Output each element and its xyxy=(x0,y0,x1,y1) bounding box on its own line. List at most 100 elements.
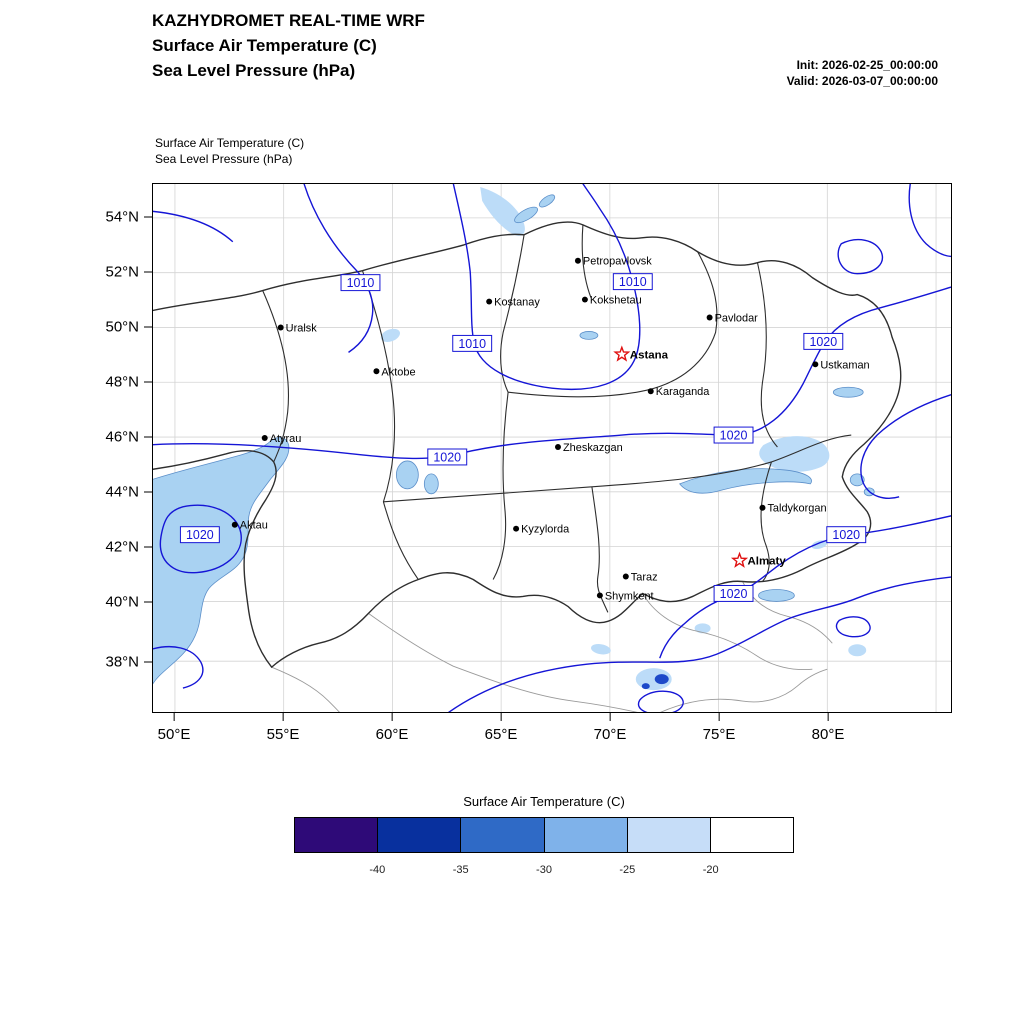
y-tick: 52°N xyxy=(105,264,152,281)
caspian-sea xyxy=(153,437,290,685)
city-dot-icon xyxy=(647,388,654,395)
city-label: Petropavlovsk xyxy=(583,256,652,268)
temp-shade-patch xyxy=(811,540,828,550)
y-tick-mark xyxy=(144,326,152,328)
x-tick-mark xyxy=(173,713,175,721)
city-dot-icon xyxy=(486,298,493,305)
x-tick: 75°E xyxy=(702,713,736,743)
city-dot-icon xyxy=(513,525,520,532)
city-dot-icon xyxy=(373,368,380,375)
isobar xyxy=(452,184,641,390)
y-tick-mark xyxy=(144,381,152,383)
x-tick: 65°E xyxy=(485,713,517,743)
oblast-border xyxy=(262,290,289,463)
y-tick-label: 54°N xyxy=(105,208,139,226)
city-dot-icon xyxy=(581,296,588,303)
isobar-label: 1020 xyxy=(809,335,837,349)
city-label: Kostanay xyxy=(494,297,540,309)
city-label: Astana xyxy=(630,349,669,361)
city-dot-icon xyxy=(277,324,284,331)
isobar xyxy=(159,504,242,574)
city-label: Zheskazgan xyxy=(563,442,623,454)
temp-shade-cold-core xyxy=(654,674,669,685)
y-tick-mark xyxy=(144,601,152,603)
colorbar-segment xyxy=(378,818,462,852)
x-tick-label: 75°E xyxy=(702,726,736,743)
temp-shade-patch xyxy=(848,644,867,657)
isobar-label-box xyxy=(713,426,754,444)
isobar-label: 1010 xyxy=(347,276,375,290)
lake-zaysan xyxy=(832,386,864,398)
plot-captions: Surface Air Temperature (C) Sea Level Pr… xyxy=(155,135,304,167)
y-axis: 54°N 52°N 50°N 48°N 46°N 44°N 42°N 40°N 38°N xyxy=(88,183,152,713)
y-tick: 42°N xyxy=(105,539,152,556)
city-dot-icon xyxy=(231,521,238,528)
graticule xyxy=(153,184,951,712)
neighbor-border xyxy=(642,593,813,671)
city-label: Taraz xyxy=(631,572,658,584)
city-label: Almaty xyxy=(748,556,787,568)
y-tick-label: 42°N xyxy=(105,538,139,556)
x-tick: 60°E xyxy=(376,713,408,743)
plot-caption-temperature: Surface Air Temperature (C) xyxy=(155,136,305,150)
city-markers: Petropavlovsk Kostanay Kokshetau Pavlodar Ur… xyxy=(231,256,870,602)
y-tick: 50°N xyxy=(105,319,152,336)
city-label: Atyrau xyxy=(270,433,302,445)
colorbar-tick-label: -30 xyxy=(536,864,552,876)
field-title-temperature: Surface Air Temperature (C) xyxy=(152,36,377,55)
y-tick: 38°N xyxy=(105,654,152,671)
colorbar-segment xyxy=(710,818,794,852)
x-tick-mark xyxy=(609,713,611,721)
city-dot-icon xyxy=(261,435,268,442)
neighbor-border xyxy=(660,668,828,712)
city-label: Aktobe xyxy=(381,366,415,378)
x-tick-label: 80°E xyxy=(811,726,845,743)
temp-shade-patch xyxy=(591,644,611,655)
isobar-label-box xyxy=(427,448,468,466)
y-tick-mark xyxy=(144,546,152,548)
north-lake xyxy=(514,206,538,224)
north-lake xyxy=(538,194,556,208)
isobar xyxy=(637,690,684,712)
x-tick-label: 50°E xyxy=(157,726,191,743)
y-tick-mark xyxy=(144,491,152,493)
isobar xyxy=(448,576,951,712)
isobar xyxy=(835,616,871,638)
y-tick-label: 44°N xyxy=(105,483,139,501)
temp-shade-patch xyxy=(759,436,830,472)
neighbor-border xyxy=(271,666,340,712)
oblast-border xyxy=(581,224,592,298)
y-tick-label: 38°N xyxy=(105,653,139,671)
aral-sea xyxy=(395,460,419,490)
y-tick: 46°N xyxy=(105,429,152,446)
x-tick-mark xyxy=(500,713,502,721)
city-label: Karaganda xyxy=(656,386,711,398)
lake-issyk-kul xyxy=(758,589,795,602)
water-bodies xyxy=(153,194,875,685)
isobar xyxy=(153,286,951,460)
isobar-label-box xyxy=(179,526,220,544)
neighbor-border xyxy=(368,613,638,712)
y-tick-label: 46°N xyxy=(105,428,139,446)
city-dot-icon xyxy=(759,504,766,511)
lake-alakol xyxy=(849,473,865,487)
y-tick: 54°N xyxy=(105,209,152,226)
isobar-label: 1020 xyxy=(720,587,748,601)
map-svg: 1010 1010 1010 1020 1020 1020 1020 1020 1020 Pet… xyxy=(153,184,951,712)
x-tick-label: 55°E xyxy=(266,726,300,743)
isobar-label-box xyxy=(452,334,493,352)
temperature-shading xyxy=(380,186,867,691)
temp-shade-cold-core xyxy=(641,683,650,690)
y-tick-label: 40°N xyxy=(105,593,139,611)
oblast-border xyxy=(492,392,509,580)
city-dot-icon xyxy=(596,592,603,599)
oblast-border xyxy=(756,262,778,448)
isobar-label-box xyxy=(803,332,844,350)
city-label: Kokshetau xyxy=(590,295,642,307)
isobar xyxy=(659,515,951,659)
oblast-border xyxy=(383,434,852,503)
city-label: Pavlodar xyxy=(715,312,759,324)
capital-star-icon xyxy=(730,551,749,568)
colorbar-tick-labels: -40 -35 -30 -25 -20 xyxy=(294,864,794,884)
city-dot-icon xyxy=(812,361,819,368)
